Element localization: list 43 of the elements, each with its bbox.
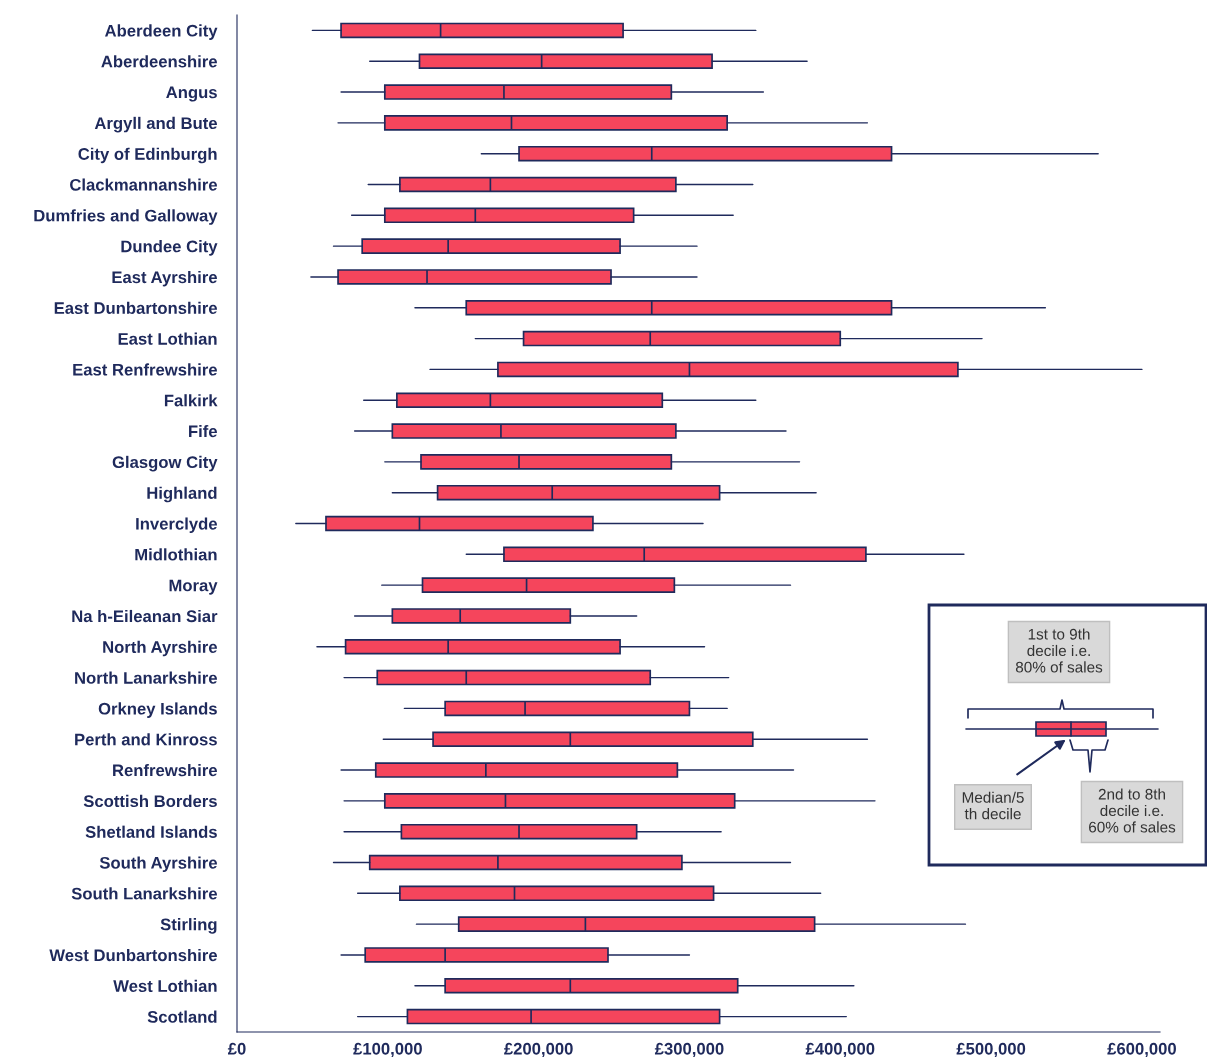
y-tick-label: Stirling bbox=[160, 918, 217, 934]
y-tick-label: West Dunbartonshire bbox=[49, 948, 217, 962]
y-tick-label: Orkney Islands bbox=[98, 702, 217, 718]
y-tick-label: Dundee City bbox=[121, 240, 218, 256]
y-tick-label: Na h-Eileanan Siar bbox=[72, 609, 218, 623]
y-tick-label: Aberdeen City bbox=[104, 24, 218, 40]
y-tick-label: Midlothian bbox=[135, 548, 217, 561]
y-tick-label: East Lothian bbox=[118, 332, 217, 345]
y-tick-label: West Lothian bbox=[113, 979, 217, 992]
y-tick-label: Falkirk bbox=[164, 394, 218, 407]
x-tick-label: £100,000 bbox=[353, 1042, 422, 1058]
y-tick-label: Fife bbox=[189, 425, 217, 438]
x-tick-label: £200,000 bbox=[504, 1042, 573, 1058]
y-tick-label: South Lanarkshire bbox=[71, 887, 217, 900]
y-tick-label: Aberdeenshire bbox=[101, 55, 217, 68]
y-tick-label: Angus bbox=[166, 86, 217, 102]
y-tick-label: Clackmannanshire bbox=[70, 178, 217, 191]
annotation: 1st to 9th decile i.e. 80% of sales bbox=[1015, 628, 1103, 673]
annotation: 2nd to 8th decile i.e. 60% of sales bbox=[1089, 788, 1176, 833]
y-tick-label: Inverclyde bbox=[136, 517, 217, 533]
y-tick-label: North Ayrshire bbox=[103, 640, 217, 657]
x-tick-label: £500,000 bbox=[956, 1042, 1026, 1058]
y-tick-label: City of Edinburgh bbox=[78, 147, 217, 164]
x-tick-label: £600,000 bbox=[1107, 1042, 1176, 1058]
x-tick-label: £400,000 bbox=[805, 1042, 875, 1058]
y-tick-label: Scottish Borders bbox=[83, 794, 217, 808]
y-tick-label: North Lanarkshire bbox=[75, 671, 217, 684]
y-tick-label: Shetland Islands bbox=[85, 825, 217, 838]
y-tick-label: Argyll and Bute bbox=[94, 116, 217, 133]
y-tick-label: Renfrewshire bbox=[113, 764, 217, 777]
x-tick-label: £0 bbox=[227, 1042, 246, 1055]
y-tick-label: Glasgow City bbox=[112, 455, 218, 472]
annotation: Median/5 th decile bbox=[962, 791, 1024, 820]
y-tick-label: Moray bbox=[169, 579, 218, 595]
y-tick-label: East Ayrshire bbox=[112, 270, 217, 287]
y-tick-label: South Ayrshire bbox=[99, 856, 217, 872]
y-tick-label: Perth and Kinross bbox=[75, 733, 217, 746]
y-tick-label: Dumfries and Galloway bbox=[34, 209, 218, 225]
x-tick-label: £300,000 bbox=[654, 1042, 724, 1058]
y-tick-label: East Renfrewshire bbox=[73, 363, 217, 376]
y-tick-label: East Dunbartonshire bbox=[54, 301, 217, 314]
y-tick-label: Highland bbox=[147, 486, 217, 503]
y-tick-label: Scotland bbox=[147, 1010, 217, 1023]
